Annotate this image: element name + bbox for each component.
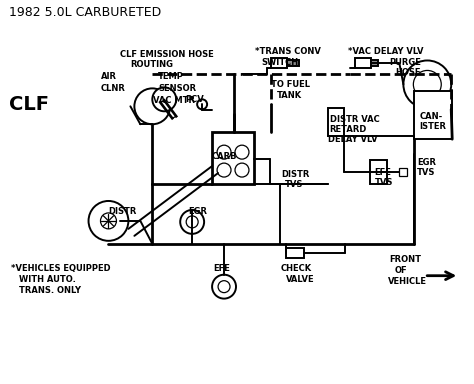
- Circle shape: [186, 216, 198, 228]
- Text: DELAY VLV: DELAY VLV: [328, 135, 377, 144]
- Circle shape: [235, 163, 249, 177]
- Circle shape: [197, 99, 207, 109]
- Bar: [371, 60, 378, 66]
- Text: *VEHICLES EQUIPPED: *VEHICLES EQUIPPED: [11, 264, 110, 273]
- Text: WITH AUTO.: WITH AUTO.: [19, 275, 76, 284]
- Circle shape: [218, 281, 230, 293]
- Circle shape: [212, 275, 236, 299]
- Text: TVS: TVS: [417, 167, 436, 177]
- Bar: [328, 108, 344, 136]
- Text: EFE: EFE: [213, 264, 230, 273]
- Text: CAN-: CAN-: [419, 112, 443, 121]
- Circle shape: [89, 201, 128, 241]
- Text: TRANS. ONLY: TRANS. ONLY: [19, 286, 81, 295]
- Text: TEMP: TEMP: [158, 72, 184, 81]
- Circle shape: [217, 145, 231, 159]
- Bar: [286, 248, 304, 258]
- Text: CARB: CARB: [212, 152, 237, 161]
- Bar: [287, 60, 299, 66]
- Text: *TRANS CONV: *TRANS CONV: [255, 47, 321, 56]
- Text: DISTR: DISTR: [281, 170, 309, 179]
- Text: VEHICLE: VEHICLE: [387, 277, 427, 286]
- Text: DISTR VAC: DISTR VAC: [329, 115, 379, 124]
- Text: TO FUEL: TO FUEL: [271, 80, 310, 89]
- Circle shape: [100, 213, 117, 229]
- Text: OF: OF: [394, 266, 407, 275]
- Text: SENSOR: SENSOR: [158, 84, 196, 93]
- Circle shape: [217, 163, 231, 177]
- Text: VALVE: VALVE: [286, 275, 314, 284]
- Text: EGR: EGR: [188, 207, 207, 217]
- Text: ISTER: ISTER: [419, 122, 447, 131]
- Text: CLF: CLF: [9, 95, 49, 114]
- Text: 1982 5.0L CARBURETED: 1982 5.0L CARBURETED: [9, 6, 161, 19]
- Text: CLF EMISSION HOSE: CLF EMISSION HOSE: [120, 50, 214, 59]
- Bar: [370, 160, 387, 184]
- Text: PURGE: PURGE: [390, 58, 421, 67]
- Circle shape: [413, 70, 441, 98]
- Text: DISTR: DISTR: [109, 207, 137, 217]
- Text: FRONT: FRONT: [390, 255, 421, 264]
- Bar: [271, 58, 287, 68]
- Text: AIR: AIR: [100, 72, 117, 81]
- Text: SWITCH: SWITCH: [261, 58, 298, 67]
- Text: ROUTING: ROUTING: [130, 60, 173, 69]
- Text: CLNR: CLNR: [100, 84, 125, 93]
- Text: RETARD: RETARD: [329, 125, 367, 134]
- Text: EGR: EGR: [417, 157, 437, 167]
- Text: HOSE: HOSE: [395, 68, 421, 77]
- Text: TVS: TVS: [374, 177, 393, 187]
- Text: CHECK: CHECK: [281, 264, 312, 273]
- Bar: [355, 58, 371, 68]
- Bar: [212, 132, 254, 184]
- Text: TANK: TANK: [277, 91, 302, 100]
- Bar: [400, 168, 407, 176]
- Bar: [414, 91, 452, 139]
- Circle shape: [152, 88, 176, 111]
- Circle shape: [403, 60, 451, 108]
- Text: *VAC DELAY VLV: *VAC DELAY VLV: [347, 47, 423, 56]
- Text: EFE: EFE: [374, 167, 392, 177]
- Text: TVS: TVS: [285, 180, 303, 189]
- Text: VAC MTR: VAC MTR: [153, 96, 195, 105]
- Circle shape: [180, 210, 204, 234]
- Circle shape: [134, 88, 170, 124]
- Circle shape: [235, 145, 249, 159]
- Text: PCV: PCV: [185, 95, 204, 104]
